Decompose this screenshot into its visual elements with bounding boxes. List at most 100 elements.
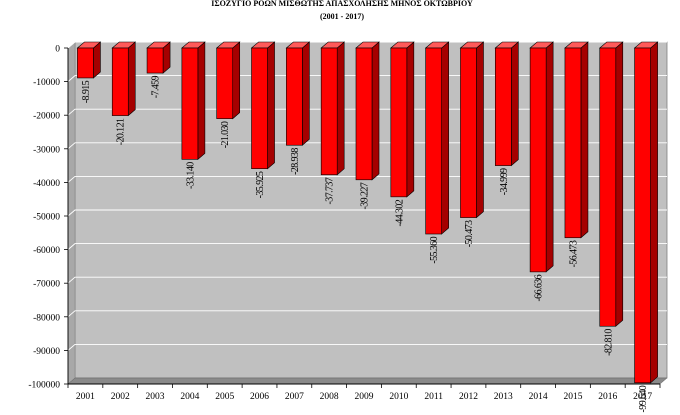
bar-2013: -34.999 [494, 41, 520, 195]
x-tick-label: 2002 [111, 392, 130, 402]
x-tick-label: 2017 [633, 392, 652, 402]
data-label: -34.999 [499, 168, 510, 195]
bar [494, 47, 512, 166]
data-label: -55.360 [429, 236, 440, 263]
bar [390, 47, 408, 198]
data-label: -56.473 [568, 240, 579, 267]
bar [77, 47, 94, 79]
bar-side [197, 41, 206, 161]
x-tick-label: 2003 [146, 392, 165, 402]
x-tick-label: 2001 [76, 392, 95, 402]
bar-side [406, 41, 415, 198]
bar-side [232, 41, 241, 120]
x-tick-label: 2013 [494, 392, 513, 402]
x-tick-label: 2011 [424, 392, 443, 402]
data-label: -8.915 [81, 80, 92, 103]
bar-2001: -8.915 [76, 41, 102, 103]
gridline [67, 276, 667, 284]
data-label: -50.473 [464, 220, 475, 247]
bar [111, 47, 129, 116]
bar [355, 47, 373, 181]
bar-side [615, 41, 624, 327]
bars: -8.915 -20.121 -7.459 -33.140 -21.030 -35.925… [76, 41, 659, 412]
data-label: -28.938 [290, 148, 301, 175]
x-tick-label: 2015 [563, 392, 582, 402]
y-tick-label: -70000 [33, 280, 60, 290]
data-label: -21.030 [220, 121, 231, 148]
bar-2012: -50.473 [459, 41, 485, 247]
x-tick-label: 2009 [355, 392, 374, 402]
data-label: -44.302 [394, 199, 405, 226]
bar-2009: -39.227 [355, 41, 380, 209]
bar [634, 47, 651, 384]
x-tick-label: 2016 [598, 392, 617, 402]
bar-2006: -35.925 [250, 41, 276, 198]
y-tick-label: -60000 [33, 246, 60, 256]
data-label: -20.121 [116, 118, 127, 145]
y-tick-label: -10000 [33, 78, 60, 88]
bar-side [441, 41, 449, 235]
bar-2010: -44.302 [390, 41, 415, 226]
bar-side [336, 41, 345, 176]
chart-subtitle: (2001 - 2017) [320, 12, 364, 21]
data-label: -82.810 [603, 329, 614, 356]
bar-side [127, 41, 136, 117]
data-label: -33.140 [185, 162, 196, 189]
plot-floor [67, 377, 668, 385]
bar-side [650, 41, 658, 384]
y-tick-label: -90000 [33, 347, 60, 357]
bar-2005: -21.030 [215, 41, 241, 148]
bar [425, 47, 442, 235]
y-tick-label: -40000 [33, 179, 60, 189]
gridline [67, 343, 667, 351]
bar [286, 47, 303, 146]
gridline [67, 243, 667, 250]
x-tick-label: 2008 [320, 392, 339, 402]
chart-title: ΙΣΟΖΥΓΙΟ ΡΟΩΝ ΜΙΣΘΩΤΗΣ ΑΠΑΣΧΟΛΗΣΗΣ ΜΗΝΟΣ… [211, 0, 473, 8]
bar-2008: -37.737 [320, 41, 345, 204]
bar-side [371, 41, 380, 181]
x-tick-label: 2010 [389, 392, 408, 402]
y-tick-label: -20000 [33, 112, 60, 122]
bar-2011: -55.360 [424, 41, 450, 264]
x-tick-label: 2007 [285, 392, 304, 402]
bar-2002: -20.121 [111, 41, 137, 145]
data-label: -66.636 [534, 274, 545, 301]
bar [181, 47, 199, 160]
data-label: -7.459 [151, 75, 162, 98]
bar-side [580, 41, 589, 239]
bar [251, 47, 268, 170]
x-tick-label: 2004 [180, 392, 199, 402]
y-tick-label: -50000 [33, 213, 60, 223]
bar [599, 47, 617, 327]
data-label: -37.737 [325, 177, 336, 204]
x-tick-label: 2012 [459, 392, 478, 402]
bar [146, 47, 164, 74]
bar-2003: -7.459 [146, 41, 171, 98]
bar-side [511, 41, 519, 167]
x-axis: 2001 2002 2003 2004 2005 2006 2007 2008 2009 2010… [67, 383, 661, 402]
bar [460, 47, 477, 218]
bar-2016: -82.810 [598, 41, 624, 356]
bar-2017: -99.640 [633, 41, 659, 412]
bar [216, 47, 234, 119]
gridline [67, 310, 667, 318]
x-tick-label: 2014 [529, 392, 548, 402]
bar-2015: -56.473 [564, 41, 589, 267]
y-tick-label: -80000 [33, 313, 60, 323]
bar-2007: -28.938 [285, 41, 311, 175]
bar [320, 47, 338, 176]
x-tick-label: 2005 [215, 392, 234, 402]
y-tick-label: 0 [55, 45, 60, 55]
bar-2004: -33.140 [181, 41, 206, 189]
y-axis: 0 -10000 -20000 -30000 -40000 -50000 -60000 -70… [28, 45, 69, 391]
y-tick-label: -30000 [33, 145, 60, 155]
bar-2014: -66.636 [529, 41, 554, 302]
bar [529, 47, 547, 273]
bar [564, 47, 582, 239]
bar-side [545, 41, 554, 273]
bar-side [267, 41, 275, 170]
y-tick-label: -100000 [28, 381, 60, 391]
data-label: -35.925 [255, 171, 266, 198]
